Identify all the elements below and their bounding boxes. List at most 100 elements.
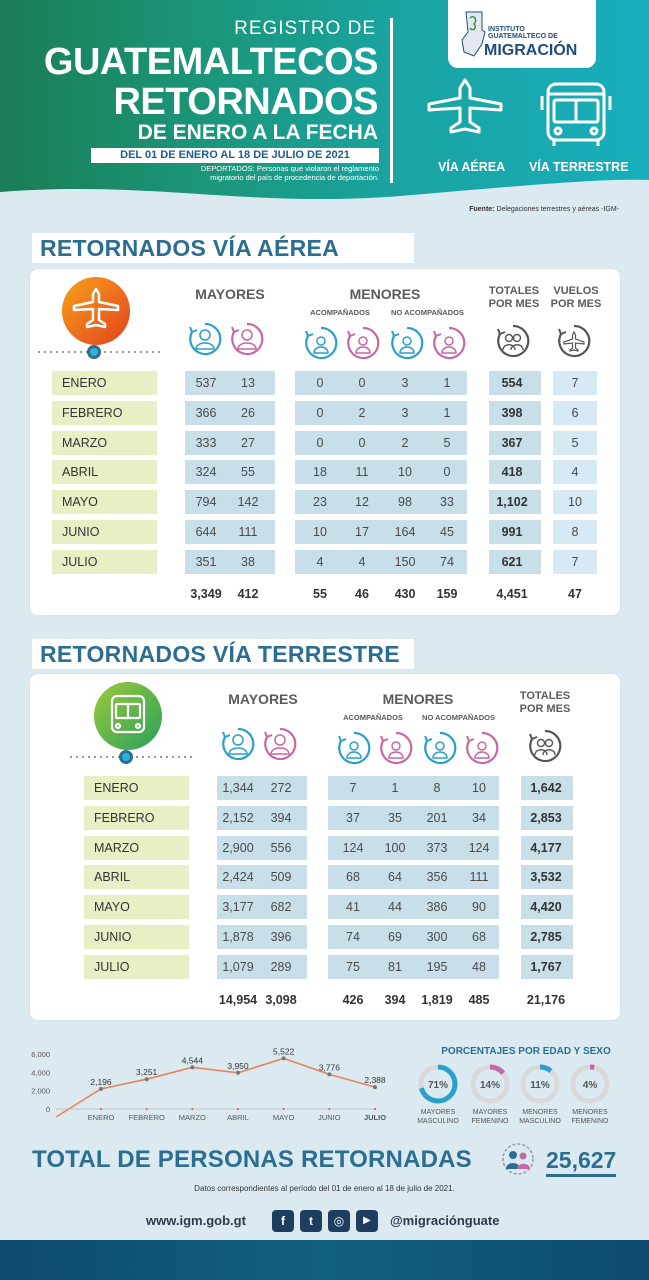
aerea-vuelos-band <box>553 549 597 574</box>
terrestre-cell-nm: 386 <box>426 900 448 915</box>
chart-series-line <box>55 1057 376 1118</box>
bus-icon <box>540 82 612 146</box>
via-aerea-label: VÍA AÉREA <box>438 160 506 174</box>
donut-caption-line1: MENORES <box>522 1109 558 1116</box>
terrestre-cell-am: 68 <box>346 870 360 885</box>
aerea-vuelos-icon <box>558 324 591 358</box>
terrestre-totales-band <box>521 895 573 920</box>
aerea-cell-am: 18 <box>313 465 327 480</box>
terrestre-cell-tot: 3,532 <box>530 870 562 885</box>
aerea-cell-nf: 1 <box>443 376 451 390</box>
terrestre-mayores-band <box>217 805 307 830</box>
aerea-vuelos-band <box>553 520 597 544</box>
terrestre-mayores-band <box>217 925 307 949</box>
terrestre-menores-band <box>328 805 499 830</box>
donut-caption: MENORES MASCULINO <box>515 1108 565 1126</box>
aerea-cell-nf: 5 <box>443 435 451 450</box>
aerea-cell-am: 0 <box>316 376 324 390</box>
chart-x-label: JULIO <box>364 1113 386 1122</box>
donut-caption-line2: FEMENINO <box>571 1118 609 1125</box>
terrestre-section-title: RETORNADOS VÍA TERRESTRE <box>32 639 414 669</box>
website-link[interactable]: www.igm.gob.gt <box>146 1213 246 1228</box>
chart-x-label: MARZO <box>179 1113 206 1122</box>
aerea-cell-vue: 4 <box>571 465 579 480</box>
aerea-mayores-band <box>185 549 275 574</box>
twitter-icon[interactable]: t <box>300 1210 322 1232</box>
terrestre-menores-band <box>328 925 499 949</box>
donut-caption-line1: MAYORES <box>472 1109 508 1116</box>
chart-point <box>281 1056 286 1061</box>
terrestre-month-cell: MARZO <box>84 835 189 860</box>
terrestre-cell-nf: 34 <box>472 810 486 825</box>
donut-3: 4% <box>570 1064 610 1104</box>
chart-x-label: MAYO <box>273 1113 295 1122</box>
aerea-cell-mf: 13 <box>241 376 255 390</box>
terrestre-mayores-femenino-icon <box>264 727 297 761</box>
youtube-icon[interactable]: ▶ <box>356 1210 378 1232</box>
facebook-icon[interactable]: f <box>272 1210 294 1232</box>
aerea-cell-af: 0 <box>358 435 366 450</box>
aerea-cell-vue: 8 <box>571 525 579 539</box>
terrestre-cell-mm: 1,344 <box>222 781 254 795</box>
chart-x-label: JUNIO <box>318 1113 341 1122</box>
terrestre-total-nm: 1,819 <box>421 993 453 1007</box>
terrestre-cell-nm: 8 <box>433 781 441 795</box>
chart-x-tick <box>237 1108 239 1110</box>
deportados-line1: DEPORTADOS: Personas que violaron el reg… <box>200 164 379 173</box>
aerea-h-no-acompanados: NO ACOMPAÑADOS <box>391 308 464 317</box>
terrestre-cell-tot: 1,767 <box>530 959 562 974</box>
aerea-month-cell: ABRIL <box>52 460 157 485</box>
aerea-cell-mm: 537 <box>195 376 217 390</box>
chart-ytick-label: 6,000 <box>31 1050 50 1059</box>
aerea-totales-band <box>489 400 541 425</box>
aerea-mayores-band <box>185 430 275 455</box>
terrestre-badge-icon <box>70 682 194 764</box>
chart-x-label: ENERO <box>88 1113 115 1122</box>
aerea-cell-mm: 333 <box>195 435 217 450</box>
header-date-range: DEL 01 DE ENERO AL 18 DE JULIO DE 2021 <box>91 148 379 163</box>
terrestre-cell-af: 1 <box>391 781 399 795</box>
aerea-cell-tot: 398 <box>501 405 523 420</box>
aerea-cell-mm: 794 <box>195 495 217 510</box>
aerea-cell-mf: 111 <box>238 525 258 539</box>
aerea-total-mm: 3,349 <box>190 587 222 601</box>
header-title-line3: DE ENERO A LA FECHA <box>137 121 378 144</box>
terrestre-cell-af: 64 <box>388 870 402 885</box>
terrestre-cell-mm: 2,152 <box>222 810 254 825</box>
aerea-totales-icon <box>497 324 530 358</box>
donut-caption: MAYORES MASCULINO <box>413 1108 463 1126</box>
aerea-totales-band <box>489 549 541 574</box>
aerea-cell-am: 0 <box>316 435 324 450</box>
aerea-cell-mm: 644 <box>195 525 217 539</box>
aerea-cell-mm: 366 <box>195 405 217 420</box>
header-title-line1: GUATEMALTECOS <box>43 41 379 83</box>
logo-text-migracion: MIGRACIÓN <box>484 42 578 59</box>
aerea-month-cell: JUNIO <box>52 520 157 544</box>
chart-data-label: 3,251 <box>136 1067 158 1077</box>
social-handle[interactable]: @migraciónguate <box>390 1213 500 1228</box>
terrestre-noacomp-masculino-icon <box>424 731 457 765</box>
terrestre-total-nf: 485 <box>468 993 490 1007</box>
chart-x-tick <box>191 1108 194 1110</box>
chart-data-label: 5,522 <box>273 1046 295 1056</box>
aerea-cell-tot: 991 <box>501 525 523 539</box>
donut-caption-line2: MASCULINO <box>417 1118 459 1125</box>
terrestre-cell-nm: 300 <box>426 930 448 944</box>
aerea-cell-nm: 164 <box>394 525 416 539</box>
terrestre-month-cell: ENERO <box>84 776 189 800</box>
terrestre-totales-band <box>521 925 573 949</box>
logo-text-small: INSTITUTO GUATEMALTECO DE <box>488 26 558 40</box>
chart-point <box>327 1072 332 1077</box>
instagram-icon[interactable]: ◎ <box>328 1210 350 1232</box>
aerea-menores-band <box>295 371 467 395</box>
via-terrestre-label: VÍA TERRESTRE <box>529 160 629 174</box>
header-divider <box>390 18 393 183</box>
terrestre-h-totales-2: POR MES <box>519 703 571 715</box>
aerea-cell-am: 10 <box>313 525 327 539</box>
line-chart: 6,000 4,000 2,000 0 2,196 ENERO 3,251 FEBRERO 4,… <box>31 1046 386 1122</box>
aerea-cell-nf: 0 <box>443 465 451 480</box>
aerea-month-cell: FEBRERO <box>52 400 157 425</box>
aerea-cell-nm: 3 <box>401 405 409 420</box>
logo-line1: INSTITUTO <box>488 26 525 33</box>
terrestre-cell-mf: 289 <box>270 959 292 974</box>
